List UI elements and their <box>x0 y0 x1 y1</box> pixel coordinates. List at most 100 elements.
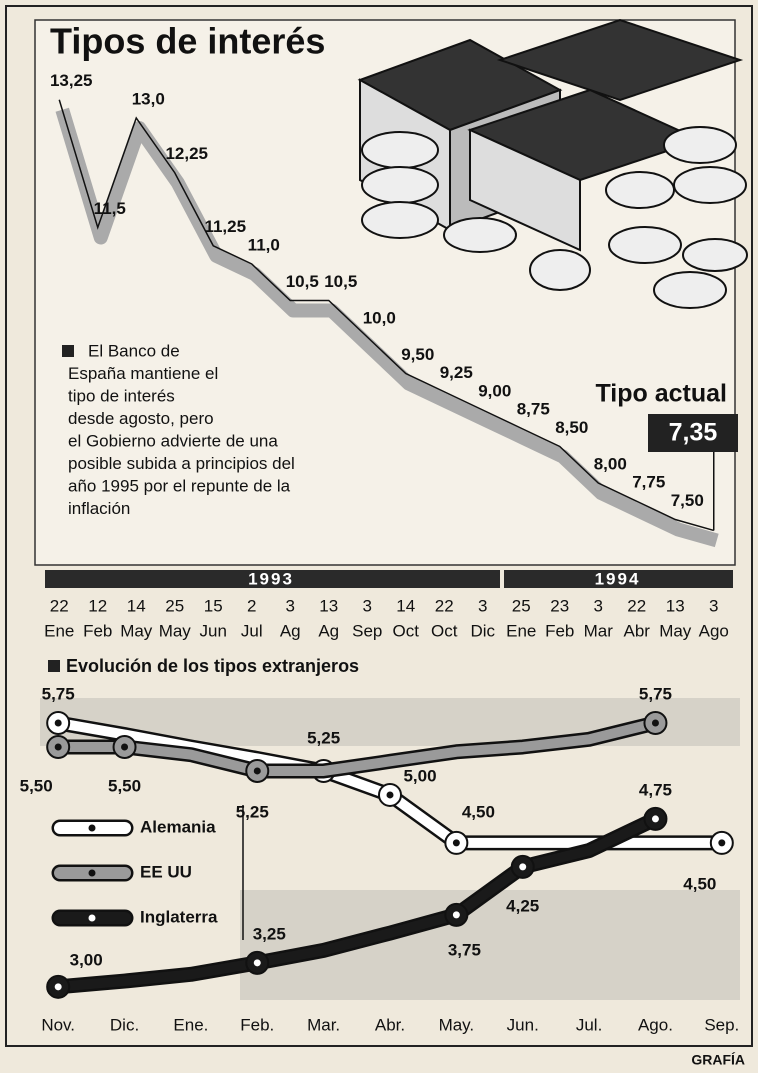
marker-dot <box>55 983 62 990</box>
x-tick-label: 22 <box>435 596 454 615</box>
x-tick-label: Oct <box>393 621 420 640</box>
x-tick-label: 3 <box>363 596 372 615</box>
x-tick-label: Dic <box>470 621 495 640</box>
x-tick-label: 25 <box>165 596 184 615</box>
x-tick-label: 25 <box>512 596 531 615</box>
x-tick-label: 3 <box>286 596 295 615</box>
legend-dot <box>89 915 96 922</box>
x-tick-label: 3 <box>709 596 718 615</box>
x-tick-label: Feb <box>83 621 112 640</box>
value-label: 11,5 <box>94 199 126 218</box>
annotation: tipo de interés <box>68 386 175 405</box>
x-tick-label: 13 <box>319 596 338 615</box>
annotation: posible subida a principios del <box>68 454 295 473</box>
value-label: 9,25 <box>440 363 473 382</box>
x-tick-label: Ag <box>318 621 339 640</box>
marker-dot <box>55 743 62 750</box>
x-tick-label: Sep <box>352 621 382 640</box>
marker-dot <box>652 719 659 726</box>
annotation: desde agosto, pero <box>68 409 214 428</box>
value-label: 11,0 <box>248 235 280 254</box>
value-label: 5,50 <box>20 776 53 795</box>
value-label: 4,50 <box>683 874 716 893</box>
x-tick-label: Sep. <box>704 1015 739 1034</box>
bullet <box>62 345 74 357</box>
year-label: 1993 <box>248 569 294 588</box>
annotation: año 1995 por el repunte de la <box>68 476 291 495</box>
value-label: 7,75 <box>632 473 665 492</box>
x-tick-label: 13 <box>666 596 685 615</box>
value-label: 5,50 <box>108 776 141 795</box>
value-label: 8,00 <box>594 454 627 473</box>
value-label: 8,50 <box>555 418 588 437</box>
legend-label: Alemania <box>140 817 216 836</box>
x-tick-label: Abr <box>624 621 651 640</box>
year-label: 1994 <box>595 569 641 588</box>
marker-dot <box>121 743 128 750</box>
value-label: 3,75 <box>448 940 481 959</box>
x-tick-label: Ago. <box>638 1015 673 1034</box>
value-label: 10,5 <box>324 272 357 291</box>
x-tick-label: May <box>159 621 192 640</box>
x-tick-label: Ene <box>506 621 536 640</box>
x-tick-label: Jul. <box>576 1015 602 1034</box>
marker-dot <box>387 791 394 798</box>
x-tick-label: Jun <box>200 621 227 640</box>
value-label: 5,25 <box>307 728 340 747</box>
value-label: 4,75 <box>639 780 672 799</box>
value-label: 10,0 <box>363 308 396 327</box>
x-tick-label: 3 <box>594 596 603 615</box>
x-tick-label: May <box>659 621 692 640</box>
x-tick-label: May. <box>439 1015 475 1034</box>
value-label: 3,25 <box>253 924 286 943</box>
x-tick-label: Ag <box>280 621 301 640</box>
marker-dot <box>453 839 460 846</box>
x-tick-label: Ene. <box>173 1015 208 1034</box>
value-label: 9,50 <box>401 345 434 364</box>
bullet <box>48 660 60 672</box>
value-label: 8,75 <box>517 400 550 419</box>
marker-dot <box>652 815 659 822</box>
value-label: 5,00 <box>403 766 436 785</box>
x-tick-label: Abr. <box>375 1015 405 1034</box>
x-tick-label: Mar <box>584 621 614 640</box>
page: Tipos de interés Tipo actual Evolución d… <box>0 0 758 1073</box>
annotation: inflación <box>68 499 130 518</box>
value-label: 5,75 <box>42 684 75 703</box>
value-label: 10,5 <box>286 272 319 291</box>
annotation: El Banco de <box>88 341 180 360</box>
marker-dot <box>55 719 62 726</box>
value-label: 9,00 <box>478 381 511 400</box>
marker-dot <box>254 767 261 774</box>
current-value: 7,35 <box>669 419 718 447</box>
legend-label: EE UU <box>140 862 192 881</box>
legend-label: Inglaterra <box>140 907 218 926</box>
value-label: 4,50 <box>462 802 495 821</box>
value-label: 7,50 <box>671 491 704 510</box>
legend-dot <box>89 870 96 877</box>
marker-dot <box>254 959 261 966</box>
value-label: 12,25 <box>165 144 208 163</box>
title: Tipos de interés <box>50 21 325 62</box>
x-tick-label: Ene <box>44 621 74 640</box>
x-tick-label: Feb. <box>240 1015 274 1034</box>
x-tick-label: 2 <box>247 596 256 615</box>
x-tick-label: Nov. <box>41 1015 75 1034</box>
marker-dot <box>519 863 526 870</box>
x-tick-label: 22 <box>50 596 69 615</box>
x-tick-label: Jun. <box>507 1015 539 1034</box>
annotation: el Gobierno advierte de una <box>68 431 278 450</box>
value-label: 13,25 <box>50 71 93 90</box>
value-label: 11,25 <box>204 217 246 236</box>
x-tick-label: May <box>120 621 153 640</box>
x-tick-label: 14 <box>127 596 146 615</box>
x-tick-label: Jul <box>241 621 263 640</box>
x-tick-label: 23 <box>550 596 569 615</box>
current-label: Tipo actual <box>595 380 727 408</box>
marker-dot <box>453 911 460 918</box>
x-tick-label: Ago <box>699 621 729 640</box>
x-tick-label: 22 <box>627 596 646 615</box>
legend-dot <box>89 825 96 832</box>
x-tick-label: 12 <box>88 596 107 615</box>
value-label: 5,25 <box>236 802 269 821</box>
